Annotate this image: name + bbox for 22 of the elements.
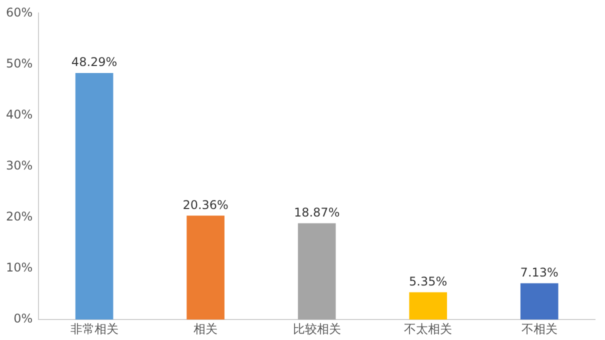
x-tick-label: 比较相关 bbox=[292, 322, 341, 336]
y-tick-label: 20% bbox=[6, 210, 33, 224]
y-tick-label: 40% bbox=[6, 107, 33, 122]
data-label: 48.29% bbox=[71, 55, 118, 70]
y-tick-label: 10% bbox=[6, 260, 33, 275]
x-tick-label: 相关 bbox=[194, 322, 218, 336]
data-label: 7.13% bbox=[520, 265, 558, 280]
bar bbox=[409, 292, 448, 320]
y-tick-label: 50% bbox=[6, 56, 33, 70]
bar bbox=[186, 216, 224, 320]
x-tick-label: 不相关 bbox=[521, 322, 558, 336]
bar bbox=[75, 73, 114, 320]
y-tick-label: 0% bbox=[14, 312, 33, 326]
bar bbox=[520, 283, 558, 320]
data-label: 20.36% bbox=[182, 198, 228, 212]
data-label: 18.87% bbox=[294, 205, 340, 220]
x-tick-label: 非常相关 bbox=[70, 322, 118, 336]
y-tick-label: 30% bbox=[6, 158, 33, 173]
data-label: 5.35% bbox=[409, 274, 448, 288]
y-tick-label: 60% bbox=[6, 5, 33, 20]
bar bbox=[298, 223, 336, 320]
x-tick-label: 不太相关 bbox=[404, 322, 452, 336]
